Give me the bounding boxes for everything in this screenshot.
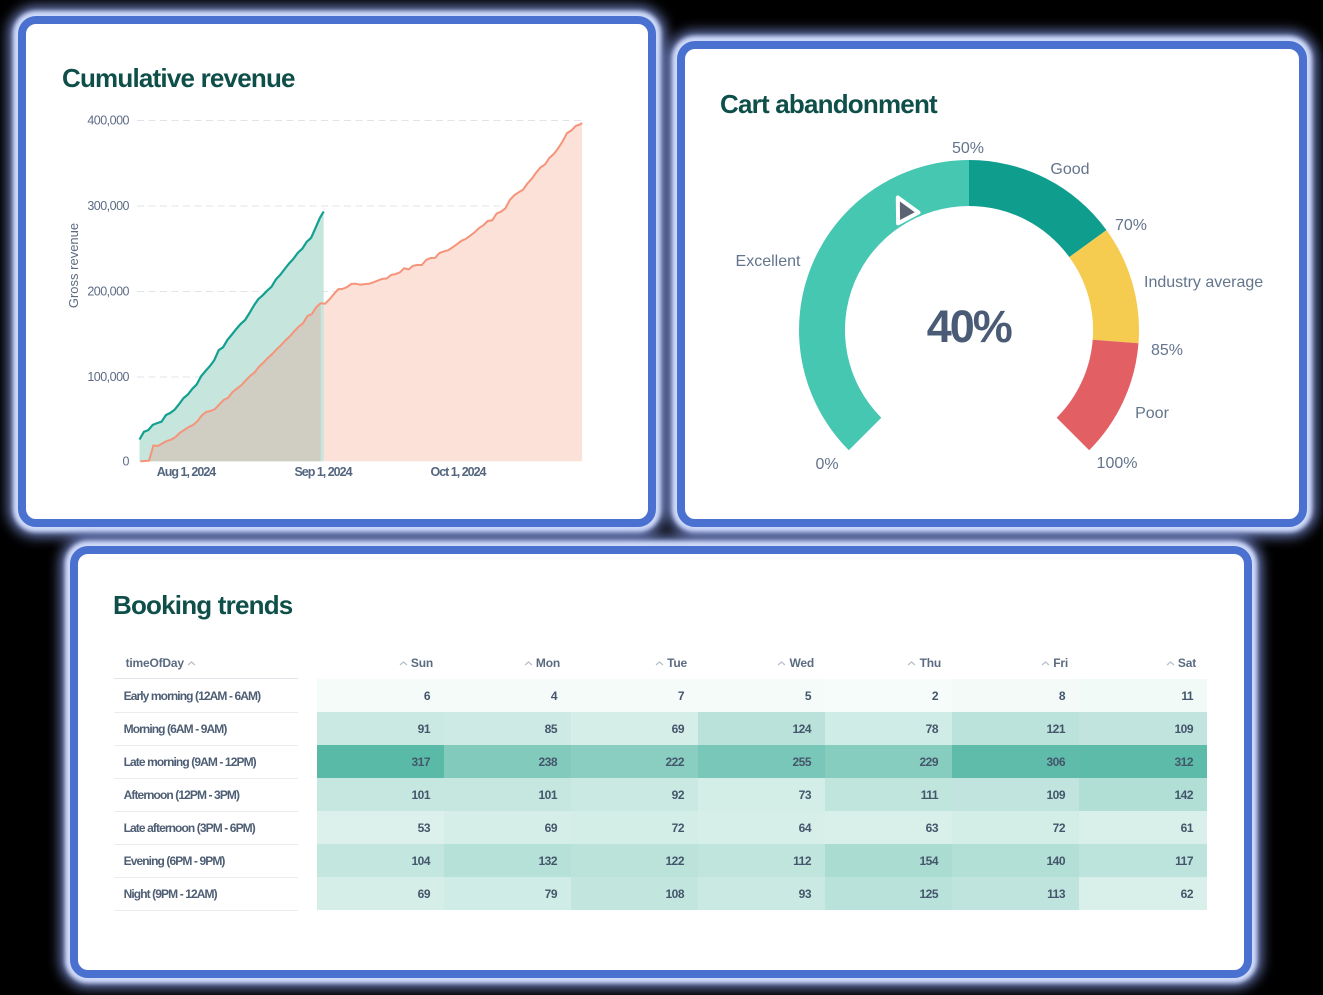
svg-text:Oct 1, 2024: Oct 1, 2024 bbox=[430, 465, 486, 479]
svg-text:40%: 40% bbox=[927, 301, 1012, 352]
svg-text:200,000: 200,000 bbox=[87, 285, 129, 299]
svg-text:400,000: 400,000 bbox=[87, 114, 129, 128]
svg-text:0: 0 bbox=[123, 454, 130, 468]
svg-text:100,000: 100,000 bbox=[87, 370, 129, 384]
svg-text:300,000: 300,000 bbox=[87, 199, 129, 213]
svg-text:Gross revenue: Gross revenue bbox=[66, 223, 81, 308]
svg-text:Aug 1, 2024: Aug 1, 2024 bbox=[157, 465, 217, 479]
svg-text:Sep 1, 2024: Sep 1, 2024 bbox=[294, 465, 352, 479]
